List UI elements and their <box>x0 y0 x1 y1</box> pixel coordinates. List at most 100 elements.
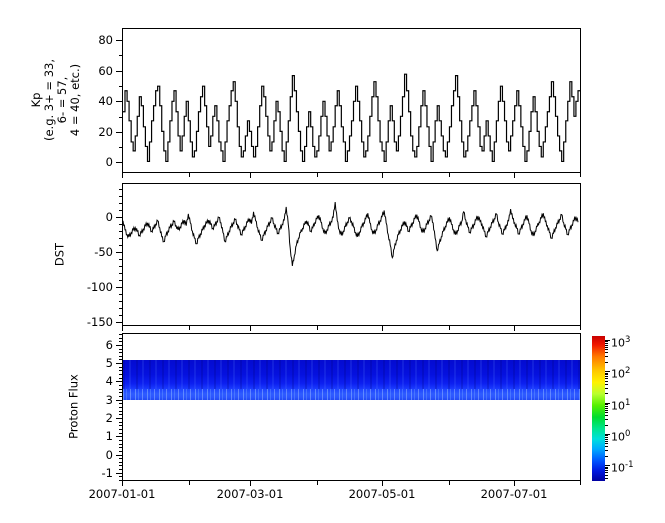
y-axis-tick-label: 6 <box>105 338 113 352</box>
y-axis-minor-tick <box>119 308 122 309</box>
y-axis-tick-label: -1 <box>101 466 113 480</box>
colorbar-minor-tick <box>605 478 608 479</box>
colorbar-minor-tick <box>605 356 608 357</box>
y-axis-minor-tick <box>119 414 122 415</box>
colorbar-minor-tick <box>605 378 608 379</box>
x-axis-tick <box>382 326 383 331</box>
y-axis-tick-label: 0 <box>105 448 113 462</box>
y-axis-minor-tick <box>119 444 122 445</box>
x-axis-minor-tick <box>449 326 450 330</box>
x-axis-tick <box>382 481 383 486</box>
y-axis-minor-tick <box>119 370 122 371</box>
y-axis-minor-tick <box>119 378 122 379</box>
y-axis-minor-tick <box>119 480 122 481</box>
proton-flux-band-upper <box>123 360 580 389</box>
colorbar-minor-tick <box>605 425 608 426</box>
colorbar-minor-tick <box>605 393 608 394</box>
colorbar-tick-label: 101 <box>611 398 631 413</box>
x-axis-tick <box>250 173 251 178</box>
x-axis-minor-tick <box>449 173 450 177</box>
y-axis-minor-tick <box>119 86 122 87</box>
y-axis-minor-tick <box>119 280 122 281</box>
y-axis-minor-tick <box>119 396 122 397</box>
x-axis-minor-tick <box>317 481 318 485</box>
colorbar-minor-tick <box>605 456 608 457</box>
y-axis-minor-tick <box>119 422 122 423</box>
y-axis-minor-tick <box>119 389 122 390</box>
y-axis-minor-tick <box>119 338 122 339</box>
y-axis-minor-tick <box>119 259 122 260</box>
x-axis-tick <box>514 326 515 331</box>
x-axis-tick-label: 2007-03-01 <box>216 487 284 501</box>
dst-line-plot <box>123 201 579 267</box>
y-axis-tick-label: -100 <box>86 280 113 294</box>
colorbar-minor-tick <box>605 406 608 407</box>
y-axis-tick <box>116 400 122 401</box>
x-axis-minor-tick <box>580 481 581 485</box>
y-axis-minor-tick <box>119 203 122 204</box>
dst-line <box>123 201 579 267</box>
dst-panel <box>122 183 581 326</box>
colorbar-minor-tick <box>605 373 608 374</box>
colorbar-tick <box>605 465 610 466</box>
y-axis-minor-tick <box>119 407 122 408</box>
colorbar-minor-tick <box>605 343 608 344</box>
x-axis-tick <box>122 326 123 331</box>
colorbar-minor-tick <box>605 470 608 471</box>
colorbar-minor-tick <box>605 384 608 385</box>
x-axis-minor-tick <box>317 173 318 177</box>
y-axis-tick-label: 2 <box>105 411 113 425</box>
colorbar-minor-tick <box>605 472 608 473</box>
colorbar-minor-tick <box>605 362 608 363</box>
colorbar-minor-tick <box>605 352 608 353</box>
colorbar-minor-tick <box>605 345 608 346</box>
y-axis-tick <box>116 436 122 437</box>
colorbar-exponent: 0 <box>625 429 631 439</box>
y-axis-minor-tick <box>119 447 122 448</box>
y-axis-minor-tick <box>119 334 122 335</box>
y-axis-tick <box>116 473 122 474</box>
y-axis-tick <box>116 162 122 163</box>
y-axis-tick <box>116 322 122 323</box>
colorbar-minor-tick <box>605 376 608 377</box>
colorbar-tick <box>605 403 610 404</box>
y-axis-minor-tick <box>119 349 122 350</box>
y-axis-tick-label: 0 <box>105 155 113 169</box>
colorbar-minor-tick <box>605 374 608 375</box>
y-axis-tick-label: 20 <box>98 125 113 139</box>
colorbar-minor-tick <box>605 419 608 420</box>
y-axis-minor-tick <box>119 385 122 386</box>
colorbar-exponent: -1 <box>625 460 634 470</box>
kp-line-plot <box>123 73 580 163</box>
x-axis-minor-tick <box>580 326 581 330</box>
colorbar-tick-label: 102 <box>611 366 631 381</box>
y-axis-tick-label: 5 <box>105 356 113 370</box>
colorbar-minor-tick <box>605 347 608 348</box>
y-axis-tick <box>116 381 122 382</box>
y-axis-minor-tick <box>119 425 122 426</box>
colorbar-exponent: 1 <box>625 398 631 408</box>
y-axis-minor-tick <box>119 462 122 463</box>
y-axis-tick <box>116 345 122 346</box>
colorbar-minor-tick <box>605 415 608 416</box>
y-axis-minor-tick <box>119 245 122 246</box>
colorbar-minor-tick <box>605 388 608 389</box>
colorbar-exponent: 3 <box>625 335 631 345</box>
colorbar-minor-tick <box>605 341 608 342</box>
y-axis-tick <box>116 101 122 102</box>
y-axis-minor-tick <box>119 440 122 441</box>
proton-flux-panel <box>122 333 581 481</box>
colorbar-minor-tick <box>605 450 608 451</box>
x-axis-minor-tick <box>317 326 318 330</box>
colorbar-minor-tick <box>605 439 608 440</box>
x-axis-tick <box>250 326 251 331</box>
y-axis-tick-label: 80 <box>98 33 113 47</box>
y-axis-tick-label: 60 <box>98 64 113 78</box>
dst-axis-label: DST <box>52 242 67 267</box>
y-axis-minor-tick <box>119 341 122 342</box>
x-axis-tick <box>514 173 515 178</box>
y-axis-minor-tick <box>119 433 122 434</box>
y-axis-minor-tick <box>119 392 122 393</box>
y-axis-tick-label: 3 <box>105 393 113 407</box>
x-axis-minor-tick <box>189 481 190 485</box>
